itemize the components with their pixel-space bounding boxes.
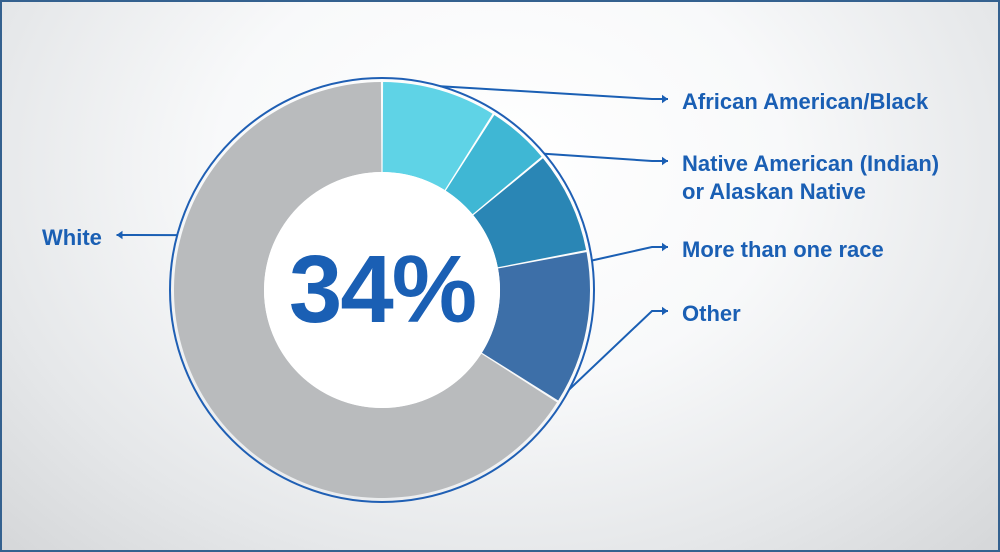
leader-arrow-native_american [662, 157, 668, 165]
chart-frame: 34% African American/Black Native America… [0, 0, 1000, 552]
leader-line-african_american_black [440, 86, 668, 99]
segment-label-other: Other [682, 300, 741, 328]
leader-arrow-more_than_one [662, 243, 668, 251]
leader-arrow-white [117, 231, 123, 239]
leader-line-native_american [544, 154, 668, 161]
leader-line-more_than_one [592, 247, 668, 260]
donut-chart: 34% African American/Black Native America… [2, 2, 1000, 552]
leader-arrow-african_american_black [662, 95, 668, 103]
segment-label-african_american_black: African American/Black [682, 88, 928, 116]
segment-label-more_than_one: More than one race [682, 236, 884, 264]
segment-label-white: White [42, 224, 102, 252]
center-percentage: 34% [262, 242, 502, 338]
segment-label-native_american: Native American (Indian) or Alaskan Nati… [682, 150, 939, 205]
leader-arrow-other [662, 307, 668, 315]
